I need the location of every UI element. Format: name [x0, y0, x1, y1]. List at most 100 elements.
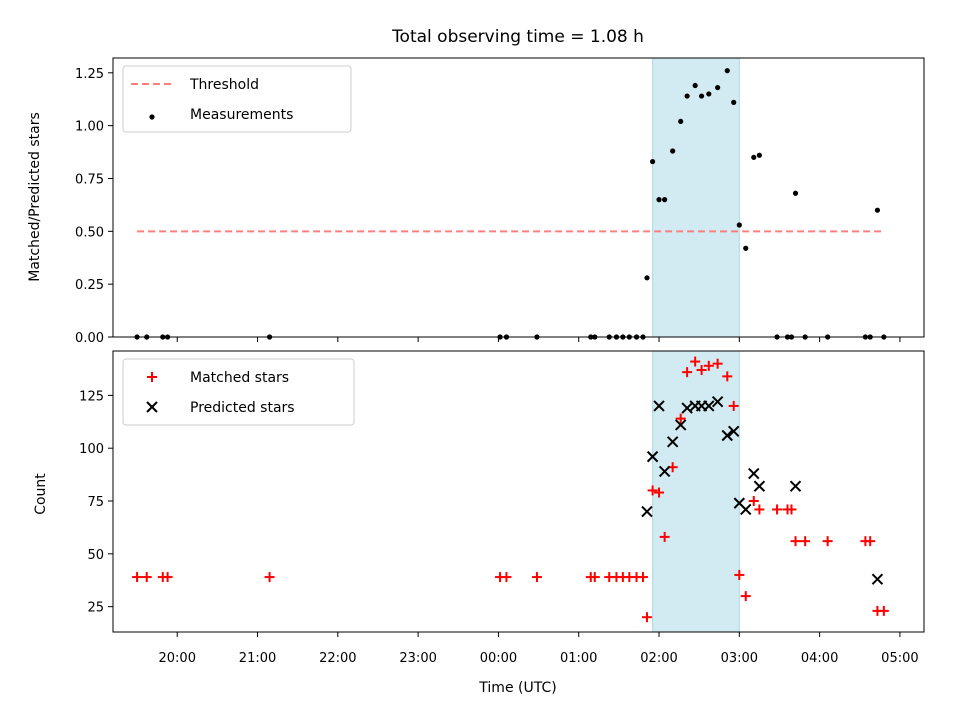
highlight-span — [652, 351, 740, 632]
measurement-point — [678, 118, 684, 125]
y-tick-label: 25 — [87, 601, 104, 616]
predicted-star-point — [658, 465, 671, 478]
matched-star-point — [712, 358, 723, 369]
y-tick-label: 100 — [79, 442, 104, 457]
y-tick-label: 0.75 — [75, 172, 104, 187]
matched-star-point — [654, 487, 665, 498]
matched-star-point — [589, 572, 600, 583]
measurement-point — [715, 84, 721, 91]
matched-star-point — [641, 612, 652, 623]
matched-star-point — [722, 371, 733, 382]
x-tick-label: 22:00 — [319, 651, 356, 666]
predicted-star-point — [646, 450, 659, 463]
x-tick-label: 23:00 — [399, 651, 436, 666]
axes-frame — [112, 350, 925, 633]
predicted-star-point — [748, 467, 760, 480]
legend-box — [122, 65, 352, 133]
top-panel: 0.00 0.25 0.50 0.75 1.00 1.25 Threshold Measure… — [75, 57, 925, 346]
matched-star-point — [637, 572, 648, 583]
y-tick-label: 50 — [87, 548, 104, 563]
matched-star-point — [790, 536, 801, 547]
matched-star-point — [162, 572, 173, 583]
predicted-star-point — [711, 395, 724, 408]
matched-star-point — [748, 496, 759, 507]
legend-label: Predicted stars — [190, 400, 295, 416]
measurement-point — [724, 68, 730, 74]
y-tick-label: 125 — [79, 389, 104, 404]
measurement-point — [792, 190, 799, 196]
matched-star-point — [647, 485, 658, 496]
legend-x-marker — [146, 401, 158, 413]
measurement-point — [731, 99, 737, 105]
measurement-point — [751, 154, 757, 160]
matched-star-point — [754, 504, 765, 515]
y-tick-label: 0.25 — [75, 278, 104, 293]
predicted-star-point — [681, 402, 693, 414]
legend: Threshold Measurements — [122, 65, 352, 133]
matched-star-point — [703, 360, 714, 371]
matched-star-point — [728, 400, 739, 411]
legend-box — [122, 358, 355, 426]
measurement-point — [698, 93, 705, 99]
matched-star-point — [264, 572, 275, 583]
legend-label: Matched stars — [190, 370, 289, 386]
measurement-point — [756, 152, 762, 158]
x-tick-label: 01:00 — [560, 651, 597, 666]
matched-star-point — [675, 413, 686, 424]
legend: Matched stars Predicted stars — [122, 358, 355, 426]
measurement-point — [649, 158, 656, 165]
predicted-star-point — [871, 573, 884, 585]
predicted-star-point — [727, 425, 740, 437]
y-tick-label: 0.50 — [75, 225, 104, 240]
x-tick-label: 04:00 — [801, 651, 838, 666]
predicted-star-point — [789, 480, 802, 492]
measurement-point — [656, 197, 662, 203]
matched-star-point — [772, 504, 783, 515]
measurement-point — [743, 245, 749, 251]
y-tick-label: 75 — [87, 495, 104, 510]
y-tick-label: 0.00 — [75, 331, 104, 346]
measurement-point — [684, 93, 690, 99]
x-tick-label: 20:00 — [159, 651, 196, 666]
predicted-star-point — [753, 480, 766, 492]
matched-star-point — [878, 605, 889, 616]
x-tick-label: 03:00 — [721, 651, 758, 666]
x-tick-label: 00:00 — [480, 651, 517, 666]
measurement-point — [736, 222, 742, 228]
matched-star-point — [132, 572, 143, 583]
predicted-star-point — [703, 400, 715, 412]
bottom-y-axis-label: Count — [33, 473, 49, 515]
legend-dot-marker — [149, 114, 155, 120]
matched-star-point — [865, 536, 876, 547]
predicted-star-point — [641, 505, 653, 518]
axes-frame — [112, 57, 925, 338]
highlight-span — [652, 58, 740, 337]
x-tick-label: 05:00 — [881, 651, 918, 666]
measurement-point — [644, 275, 650, 281]
predicted-star-point — [653, 400, 665, 412]
legend-label: Threshold — [189, 77, 259, 93]
top-y-axis-label: Matched/Predicted stars — [27, 112, 43, 282]
matched-star-point — [690, 356, 701, 367]
matched-star-point — [501, 572, 512, 583]
matched-star-point — [734, 569, 745, 580]
matched-star-point — [696, 365, 707, 376]
matched-star-point — [822, 536, 833, 547]
bottom-panel: 25 50 75 100 125 20:00 21:00 22:00 23:00 00:00 01:… — [79, 350, 925, 666]
predicted-star-point — [721, 429, 733, 442]
predicted-star-point — [740, 503, 752, 516]
chart-title: Total observing time = 1.08 h — [391, 27, 644, 47]
matched-star-point — [800, 536, 811, 547]
y-tick-label: 1.00 — [75, 120, 104, 135]
predicted-star-point — [666, 436, 679, 448]
x-tick-label: 21:00 — [239, 651, 276, 666]
measurement-point — [670, 148, 676, 154]
matched-star-point — [659, 531, 670, 542]
matched-star-point — [682, 367, 693, 378]
x-axis-label: Time (UTC) — [478, 680, 556, 696]
matched-star-point — [531, 572, 542, 583]
matched-star-point — [141, 572, 152, 583]
matched-star-point — [786, 504, 797, 515]
y-tick-label: 1.25 — [75, 67, 104, 82]
